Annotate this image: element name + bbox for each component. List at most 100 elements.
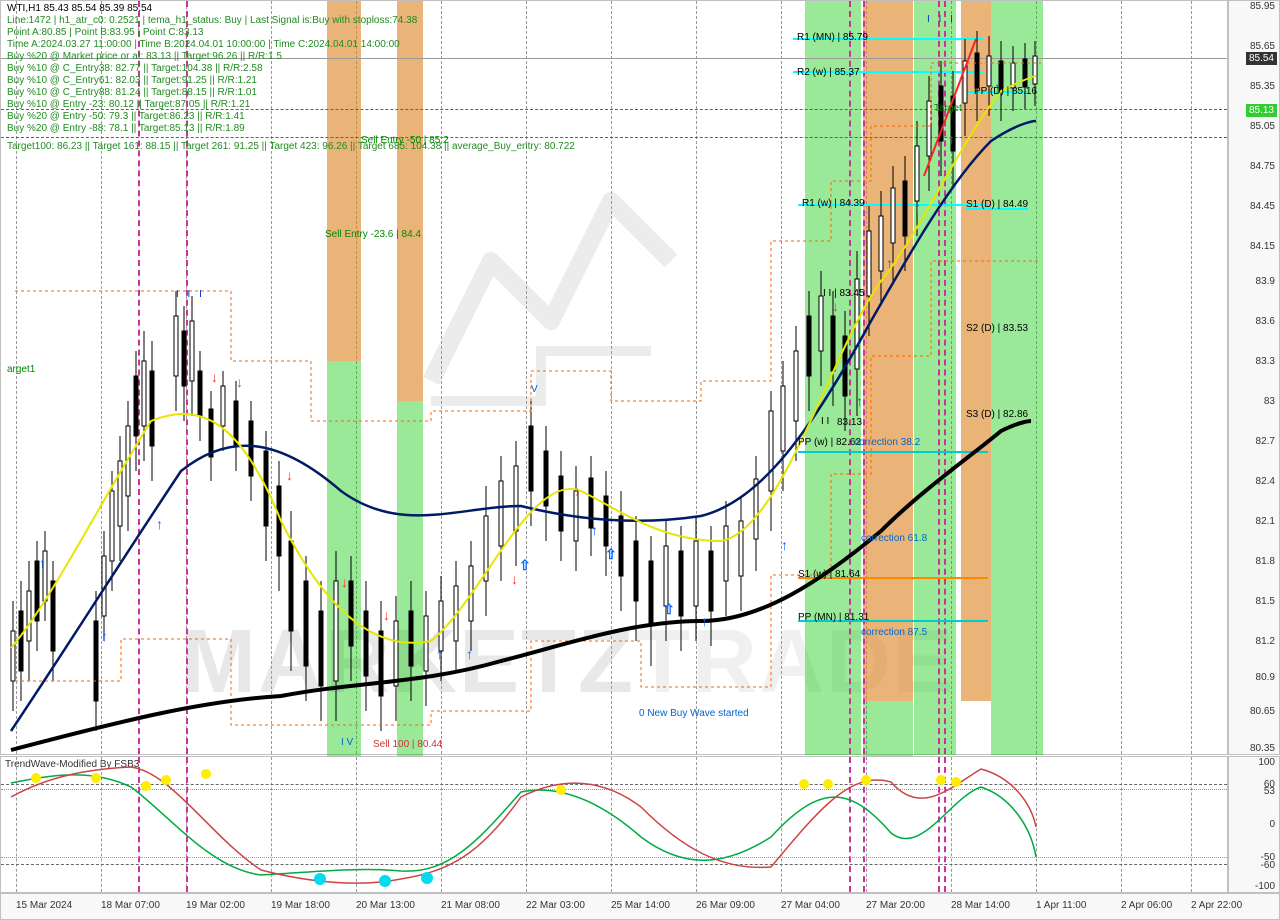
vertical-marker (863, 1, 865, 754)
price-tick: 85.65 (1250, 41, 1275, 52)
time-tick: 19 Mar 02:00 (186, 900, 245, 911)
price-tick: 84.15 (1250, 241, 1275, 252)
price-tick: 81.5 (1256, 596, 1275, 607)
info-line: Buy %10 @ Entry -23: 80.12 || Target:87.… (7, 99, 250, 110)
arrow-up-icon: ↑ (856, 393, 863, 409)
ind-tick: 53 (1264, 786, 1275, 797)
arrow-down-icon: ↓ (286, 467, 293, 483)
time-tick: 15 Mar 2024 (16, 900, 72, 911)
time-tick: 27 Mar 04:00 (781, 900, 840, 911)
dot-marker (141, 781, 151, 791)
target-line (1, 137, 1227, 138)
ind-tick: -100 (1255, 881, 1275, 892)
vertical-marker (186, 757, 188, 892)
info-line: Buy %20 @ Entry -50: 79.3 || Target:86.2… (7, 111, 245, 122)
grid-v (526, 757, 527, 892)
arrow-down-icon: ↓ (574, 483, 581, 499)
chart-label: PP (w) | 82.62 (798, 437, 861, 448)
chart-label: Target (934, 103, 962, 114)
arrow-up-icon: ↑ (914, 199, 921, 215)
chart-label: arget1 (7, 364, 35, 375)
time-tick: 26 Mar 09:00 (696, 900, 755, 911)
grid-v (1121, 1, 1122, 754)
price-tick: 85.35 (1250, 81, 1275, 92)
indicator-level (1, 784, 1227, 785)
info-line: Buy %10 @ C_Entry88: 81.24 || Target:88.… (7, 87, 257, 98)
chart-label: S3 (D) | 82.86 (966, 409, 1028, 420)
dot-marker (951, 777, 961, 787)
time-tick: 25 Mar 14:00 (611, 900, 670, 911)
info-line: Line:1472 | h1_atr_c0: 0.2521 | tema_h1_… (7, 15, 417, 26)
chart-label: R1 (w) | 84.39 (802, 198, 865, 209)
zone (863, 1, 913, 701)
chart-label: Sell 100 | 80.44 (373, 739, 442, 750)
grid-v (271, 757, 272, 892)
grid-v (696, 757, 697, 892)
vertical-marker (849, 757, 851, 892)
ind-tick: 0 (1269, 819, 1275, 830)
main-chart[interactable]: MARKETZTRADE (0, 0, 1228, 755)
chart-label: PP (MN) | 81.31 (798, 612, 869, 623)
time-tick: 22 Mar 03:00 (526, 900, 585, 911)
grid-v (441, 1, 442, 754)
dot-marker (314, 873, 326, 885)
dot-marker (936, 775, 946, 785)
info-line: Point A:80.85 | Point B:83.95 | Point C:… (7, 27, 203, 38)
dot-marker (91, 773, 101, 783)
dot-marker (31, 773, 41, 783)
grid-v (1191, 1, 1192, 754)
time-tick: 1 Apr 11:00 (1036, 900, 1086, 911)
arrow-up-icon: ↑ (781, 537, 788, 553)
zone (805, 1, 861, 755)
info-line: Buy %20 @ Market price or at: 83.13 || T… (7, 51, 282, 62)
chart-label: S2 (D) | 83.53 (966, 323, 1028, 334)
grid-v (1191, 757, 1192, 892)
price-tick: 85.05 (1250, 121, 1275, 132)
dot-marker (421, 872, 433, 884)
info-line: Time A:2024.03.27 11:00:00 | Time B:2024… (7, 39, 400, 50)
price-tick: 83.9 (1256, 276, 1275, 287)
info-line: Buy %10 @ C_Entry61: 82.03 || Target:91.… (7, 75, 257, 86)
vertical-marker (138, 757, 140, 892)
grid-v (101, 757, 102, 892)
time-tick: 20 Mar 13:00 (356, 900, 415, 911)
price-tick: 80.65 (1250, 706, 1275, 717)
time-tick: 2 Apr 06:00 (1121, 900, 1172, 911)
chart-label: R2 (w) | 85.37 (797, 67, 860, 78)
time-tick: 27 Mar 20:00 (866, 900, 925, 911)
time-tick: 18 Mar 07:00 (101, 900, 160, 911)
chart-label: V (531, 384, 538, 395)
level-line (798, 451, 988, 453)
indicator-axis: 100 60 53 0 -50 -60 -100 (1228, 756, 1280, 893)
chart-label: correction 38.2 (854, 437, 920, 448)
grid-v (696, 1, 697, 754)
indicator-title: TrendWave-Modified By FSB3 (5, 759, 139, 770)
zone (914, 1, 956, 755)
chart-label: S1 (D) | 84.49 (966, 199, 1028, 210)
time-tick: 2 Apr 22:00 (1191, 900, 1242, 911)
arrow-up-icon: ↑ (701, 613, 708, 629)
price-highlight: 85.13 (1246, 104, 1277, 117)
indicator-panel[interactable]: TrendWave-Modified By FSB3 (0, 756, 1228, 893)
price-tick: 84.75 (1250, 161, 1275, 172)
price-axis: 85.95 85.65 85.35 85.05 84.75 84.45 84.1… (1228, 0, 1280, 755)
zone (327, 361, 361, 756)
chart-label: PP (D) | 85.16 (974, 86, 1037, 97)
price-tick: 82.4 (1256, 476, 1275, 487)
dot-marker (861, 775, 871, 785)
price-tick: 81.2 (1256, 636, 1275, 647)
watermark-logo (381, 151, 701, 451)
dot-marker (799, 779, 809, 789)
grid-v (611, 1, 612, 754)
price-tick: 83 (1264, 396, 1275, 407)
price-current: 85.54 (1246, 52, 1277, 65)
vertical-marker (849, 1, 851, 754)
grid-v (781, 1, 782, 754)
chart-label: correction 61.8 (861, 533, 927, 544)
price-tick: 83.6 (1256, 316, 1275, 327)
arrow-up-icon: ⇧ (519, 557, 531, 574)
zone (863, 701, 913, 756)
arrow-up-icon: ⇧ (663, 601, 675, 618)
dot-marker (556, 785, 566, 795)
arrow-up-icon: ⇧ (605, 546, 617, 563)
